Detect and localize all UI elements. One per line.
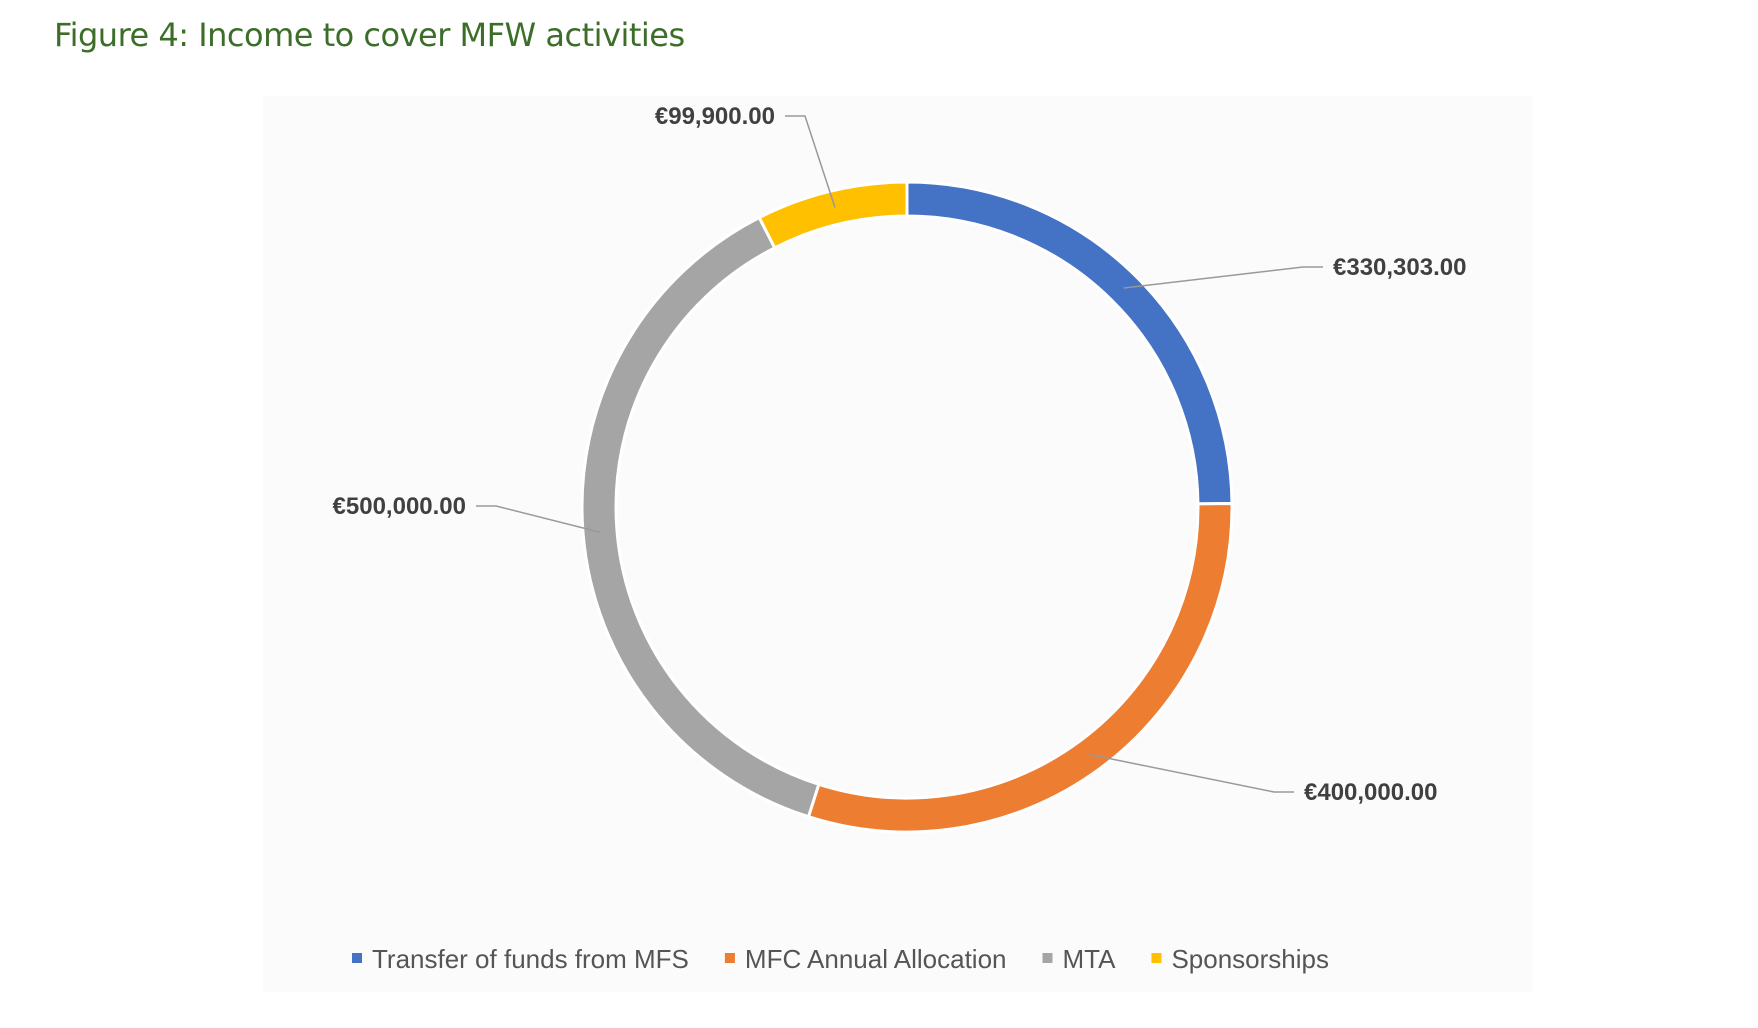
- leader-line-2: [476, 505, 601, 533]
- legend-swatch-0: [352, 953, 362, 963]
- data-label-1: €400,000.00: [1304, 779, 1437, 806]
- legend-swatch-3: [1151, 953, 1162, 963]
- data-label-2: €500,000.00: [333, 493, 466, 520]
- legend-item-0: Transfer of funds from MFS: [372, 944, 689, 974]
- donut-slice-0: [905, 180, 1234, 506]
- data-label-0: €330,303.00: [1333, 254, 1466, 281]
- legend-swatch-2: [1042, 953, 1053, 963]
- leader-line-3: [785, 115, 836, 208]
- leader-line-0: [1123, 266, 1323, 289]
- chart-area: [263, 96, 1533, 992]
- donut-slice-1: [806, 502, 1234, 834]
- legend-item-1: MFC Annual Allocation: [745, 944, 1007, 974]
- legend-item-2: MTA: [1063, 944, 1117, 974]
- data-label-3: €99,900.00: [655, 103, 775, 130]
- donut-slice-3: [757, 180, 909, 250]
- figure-title: Figure 4: Income to cover MFW activities: [54, 16, 685, 54]
- donut-slice-2: [580, 215, 821, 819]
- leader-line-1: [1089, 753, 1294, 793]
- legend-swatch-1: [724, 953, 735, 963]
- legend-item-3: Sponsorships: [1171, 944, 1329, 974]
